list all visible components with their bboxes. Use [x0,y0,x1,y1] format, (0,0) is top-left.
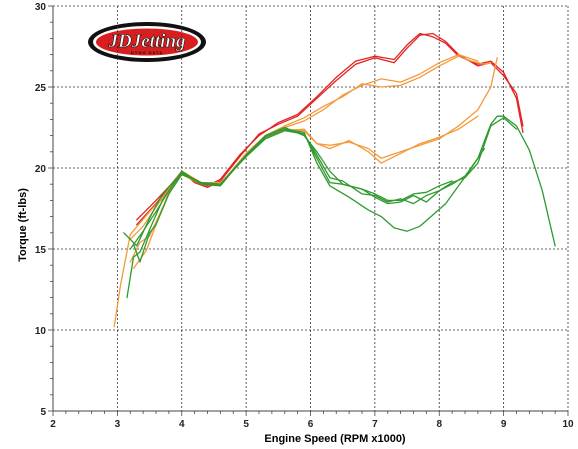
x-tick-label: 9 [501,419,507,430]
series-line-green-10 [132,126,453,263]
y-tick-labels: 5 10 15 20 25 30 [35,2,47,418]
y-tick-label: 25 [35,83,47,94]
jdjetting-logo: JDJetting DYNO DATA [88,22,206,62]
y-tick-label: 20 [35,164,47,175]
series-line-orange-5 [129,57,498,263]
x-tick-labels: 2 3 4 5 6 7 8 9 10 [50,419,574,430]
series-line-orange-4 [129,53,479,240]
x-tick-label: 8 [436,419,442,430]
plot-frame [48,5,569,416]
y-tick-label: 10 [35,326,47,337]
series-layer [113,32,556,328]
y-axis-title: Torque (ft-lbs) [17,188,29,262]
x-tick-label: 6 [308,419,314,430]
svg-text:DYNO DATA: DYNO DATA [131,50,163,55]
y-tick-label: 15 [35,245,47,256]
grid-lines [53,6,568,411]
y-tick-label: 5 [40,407,46,418]
y-tick-label: 30 [35,2,47,13]
x-axis-title: Engine Speed (RPM x1000) [264,433,406,445]
x-tick-label: 2 [50,419,56,430]
series-line-green-9 [129,128,485,250]
series-line-red-2 [136,32,524,226]
x-tick-label: 7 [372,419,378,430]
series-line-red-1 [136,32,524,221]
x-tick-label: 5 [243,419,249,430]
x-tick-label: 10 [562,419,574,430]
series-line-green-8 [123,117,518,247]
x-tick-label: 3 [115,419,121,430]
svg-text:JDJetting: JDJetting [107,31,185,52]
x-tick-label: 4 [179,419,185,430]
